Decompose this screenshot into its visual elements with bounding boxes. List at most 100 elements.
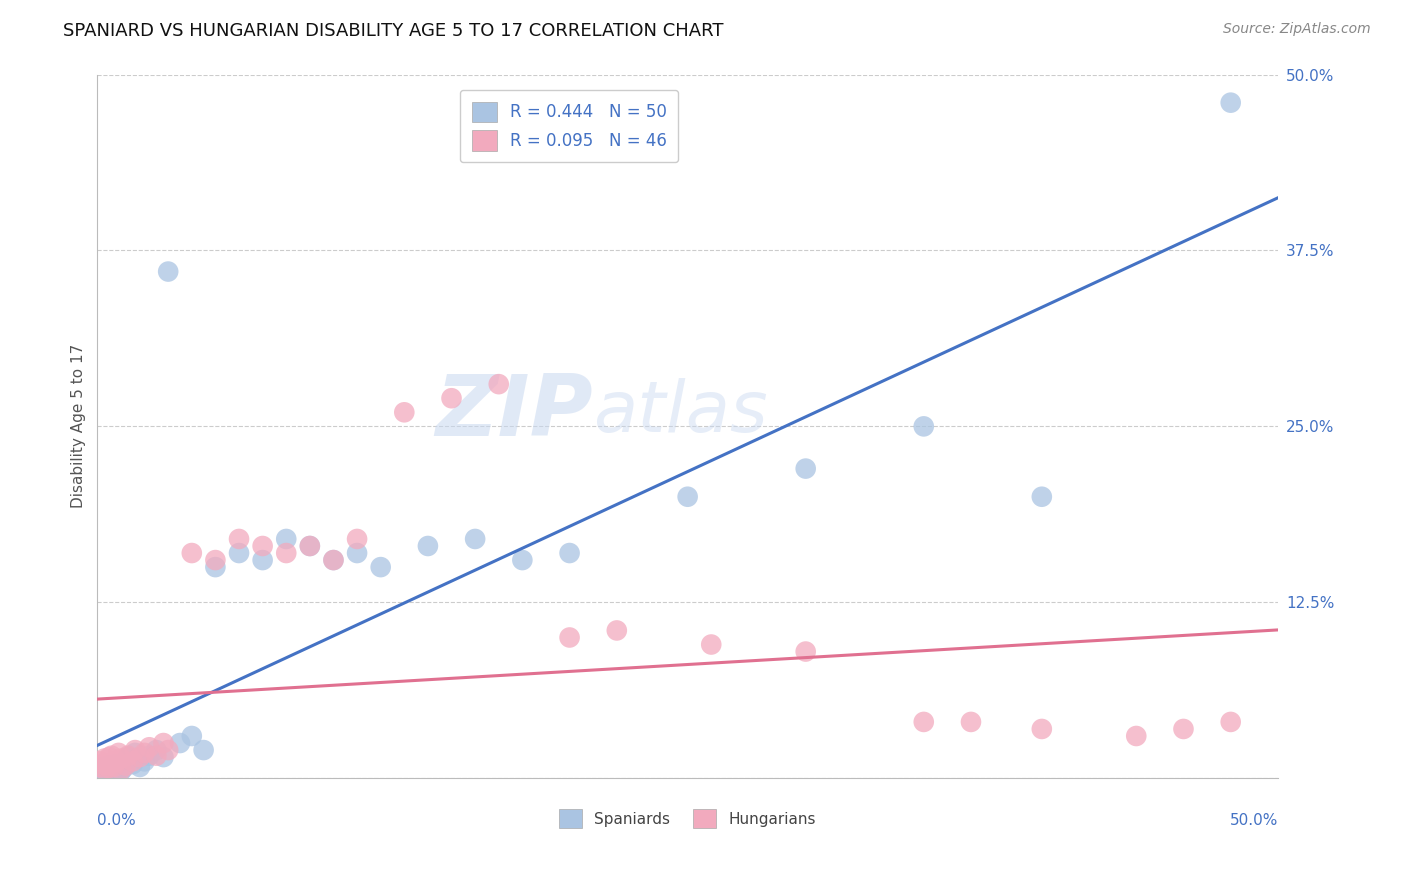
Point [107, 763, 129, 777]
Point [112, 761, 135, 775]
Point [180, 546, 202, 560]
Point [98, 750, 121, 764]
Point [105, 755, 128, 769]
Point [1031, 490, 1053, 504]
Point [1173, 722, 1195, 736]
Text: SPANIARD VS HUNGARIAN DISABILITY AGE 5 TO 17 CORRELATION CHART: SPANIARD VS HUNGARIAN DISABILITY AGE 5 T… [63, 22, 724, 40]
Point [960, 714, 983, 729]
Point [157, 743, 180, 757]
Point [121, 757, 143, 772]
Point [394, 405, 416, 419]
Point [100, 748, 122, 763]
Point [100, 764, 122, 779]
Point [558, 546, 581, 560]
Point [96, 765, 118, 780]
Y-axis label: Disability Age 5 to 17: Disability Age 5 to 17 [72, 344, 86, 508]
Point [93, 767, 115, 781]
Point [606, 624, 628, 638]
Point [204, 553, 226, 567]
Point [128, 750, 150, 764]
Point [416, 539, 439, 553]
Point [100, 756, 122, 770]
Point [157, 264, 180, 278]
Point [794, 644, 817, 658]
Text: ZIP: ZIP [436, 371, 593, 454]
Point [91, 765, 114, 780]
Point [134, 746, 156, 760]
Point [322, 553, 344, 567]
Point [114, 755, 136, 769]
Point [121, 755, 143, 769]
Point [700, 638, 723, 652]
Point [105, 757, 128, 772]
Point [103, 760, 125, 774]
Point [110, 764, 132, 779]
Point [488, 377, 510, 392]
Point [298, 539, 321, 553]
Point [298, 539, 321, 553]
Point [558, 631, 581, 645]
Point [117, 748, 139, 763]
Point [98, 763, 121, 777]
Legend: Spaniards, Hungarians: Spaniards, Hungarians [553, 803, 823, 834]
Point [1031, 722, 1053, 736]
Point [912, 714, 935, 729]
Point [110, 758, 132, 772]
Point [204, 560, 226, 574]
Point [128, 760, 150, 774]
Text: 0.0%: 0.0% [97, 814, 136, 829]
Point [152, 750, 174, 764]
Point [512, 553, 534, 567]
Point [370, 560, 392, 574]
Text: 50.0%: 50.0% [1230, 814, 1278, 829]
Point [193, 743, 215, 757]
Point [110, 763, 132, 777]
Point [124, 743, 146, 757]
Point [93, 764, 115, 779]
Point [322, 553, 344, 567]
Point [1219, 95, 1241, 110]
Point [89, 760, 111, 774]
Point [676, 490, 699, 504]
Point [89, 764, 111, 779]
Point [93, 763, 115, 777]
Point [1125, 729, 1147, 743]
Point [912, 419, 935, 434]
Point [169, 736, 191, 750]
Point [138, 740, 160, 755]
Point [152, 736, 174, 750]
Point [98, 767, 121, 781]
Point [93, 751, 115, 765]
Point [96, 763, 118, 777]
Point [98, 761, 121, 775]
Text: Source: ZipAtlas.com: Source: ZipAtlas.com [1223, 22, 1371, 37]
Text: atlas: atlas [593, 378, 768, 447]
Point [252, 553, 274, 567]
Point [228, 532, 250, 546]
Point [794, 461, 817, 475]
Point [180, 729, 202, 743]
Point [110, 751, 132, 765]
Point [103, 761, 125, 775]
Point [105, 765, 128, 780]
Point [96, 758, 118, 772]
Point [107, 746, 129, 760]
Point [1219, 714, 1241, 729]
Point [346, 532, 368, 546]
Point [276, 546, 298, 560]
Point [145, 748, 167, 763]
Point [228, 546, 250, 560]
Point [91, 757, 114, 772]
Point [138, 748, 160, 763]
Point [346, 546, 368, 560]
Point [98, 758, 121, 772]
Point [89, 755, 111, 769]
Point [252, 539, 274, 553]
Point [464, 532, 486, 546]
Point [145, 743, 167, 757]
Point [134, 755, 156, 769]
Point [276, 532, 298, 546]
Point [117, 750, 139, 764]
Point [91, 761, 114, 775]
Point [114, 758, 136, 772]
